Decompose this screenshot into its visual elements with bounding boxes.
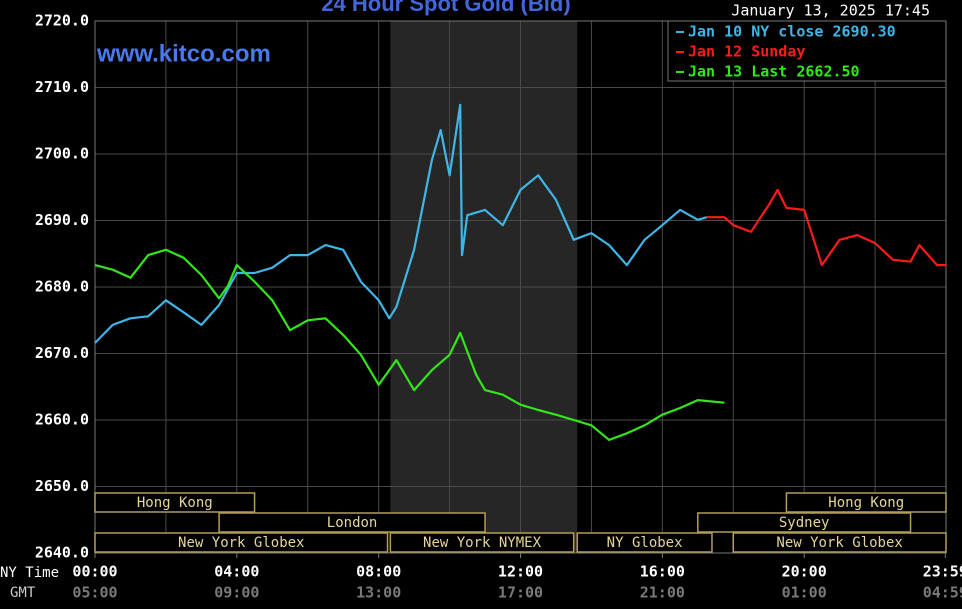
session-label: New York Globex [776, 535, 902, 551]
x-tick-label: 00:00 [72, 563, 117, 581]
session-label: New York NYMEX [423, 535, 542, 551]
session-bar [94, 532, 389, 553]
session-bar [785, 492, 947, 513]
gmt-tick-label: 04:59 [923, 584, 962, 602]
session-bar [576, 532, 713, 553]
gmt-tick-label: 13:00 [356, 584, 401, 602]
session-label: New York Globex [178, 535, 304, 551]
session-bar [732, 532, 947, 553]
y-tick-label: 2700.0 [35, 145, 89, 163]
session-label: London [327, 515, 378, 531]
session-label: NY Globex [607, 535, 683, 551]
session-label: Hong Kong [828, 495, 904, 511]
series-line [94, 103, 708, 344]
legend-label: Jan 13 Last 2662.50 [688, 63, 860, 81]
y-tick-label: 2680.0 [35, 278, 89, 296]
session-bar [218, 512, 486, 533]
legend-box [667, 20, 947, 82]
session-label: Sydney [779, 515, 830, 531]
chart-title: 24 Hour Spot Gold (Bid) [321, 0, 570, 16]
session-label: Hong Kong [137, 495, 213, 511]
gmt-tick-label: 21:00 [640, 584, 685, 602]
x-row-label: GMT [10, 585, 36, 601]
y-tick-label: 2660.0 [35, 411, 89, 429]
gmt-tick-label: 01:00 [782, 584, 827, 602]
x-tick-label: 16:00 [640, 563, 685, 581]
watermark: www.kitco.com [96, 40, 271, 67]
gmt-tick-label: 17:00 [498, 584, 543, 602]
y-tick-label: 2670.0 [35, 344, 89, 362]
series-line [94, 248, 725, 441]
session-bar [697, 512, 912, 533]
session-bar [389, 532, 575, 553]
y-tick-label: 2720.0 [35, 12, 89, 30]
y-tick-label: 2710.0 [35, 78, 89, 96]
y-tick-label: 2650.0 [35, 477, 89, 495]
x-tick-label: 20:00 [782, 563, 827, 581]
y-tick-label: 2640.0 [35, 544, 89, 562]
legend-label: Jan 12 Sunday [688, 43, 805, 61]
x-tick-label: 08:00 [356, 563, 401, 581]
x-tick-label: 12:00 [498, 563, 543, 581]
gmt-tick-label: 09:00 [214, 584, 259, 602]
gmt-tick-label: 05:00 [72, 584, 117, 602]
y-tick-label: 2690.0 [35, 211, 89, 229]
x-tick-label: 23:59 [923, 563, 962, 581]
legend-label: Jan 10 NY close 2690.30 [688, 23, 896, 41]
session-bar [94, 492, 256, 513]
x-tick-label: 04:00 [214, 563, 259, 581]
timestamp: January 13, 2025 17:45 [731, 2, 930, 20]
x-row-label: NY Time [0, 565, 59, 581]
series-line [706, 188, 946, 267]
